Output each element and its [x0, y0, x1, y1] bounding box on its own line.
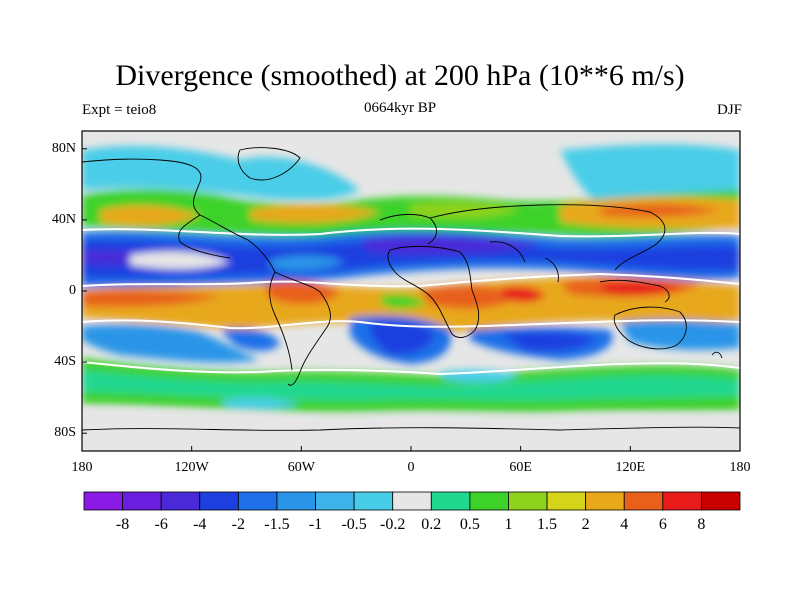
- lon-label: 180: [729, 460, 751, 475]
- colorbar-label: 0.2: [421, 516, 442, 533]
- colorbar-label: 0.5: [459, 516, 480, 533]
- colorbar-label: -8: [115, 516, 130, 533]
- lon-label: 0: [407, 460, 415, 475]
- colorbar-swatch: [508, 491, 548, 511]
- colorbar-swatch: [623, 491, 664, 511]
- colorbar-swatch: [83, 491, 123, 511]
- colorbar-swatch: [160, 491, 201, 511]
- colorbar-swatch: [315, 491, 355, 511]
- colorbar-swatch: [662, 491, 702, 511]
- colorbar-swatch: [276, 491, 316, 511]
- colorbar-swatch: [392, 491, 432, 511]
- coastlines: [82, 147, 740, 431]
- lat-label: 0: [69, 283, 76, 298]
- lon-label: 120W: [174, 460, 209, 475]
- period-label: 0664kyr BP: [363, 100, 437, 116]
- lon-label: 180: [71, 460, 93, 475]
- lat-label: 40N: [51, 211, 76, 227]
- lat-label: 80S: [54, 425, 76, 441]
- colorbar-label: -1.5: [264, 516, 290, 533]
- colorbar-label: -4: [193, 516, 207, 533]
- colorbar: [83, 491, 741, 511]
- colorbar-label: -2: [231, 516, 245, 533]
- lat-label: 40S: [54, 354, 76, 370]
- colorbar-label: 1.5: [537, 516, 558, 533]
- lon-label: 120E: [615, 460, 646, 475]
- colorbar-swatch: [701, 491, 741, 511]
- colorbar-swatch: [430, 491, 471, 511]
- divergence-field: [82, 131, 740, 451]
- colorbar-label: -0.2: [380, 516, 406, 533]
- lon-label: 60E: [509, 460, 532, 475]
- colorbar-label: -0.5: [341, 516, 367, 533]
- experiment-label: Expt = teio8: [82, 102, 157, 118]
- colorbar-swatch: [237, 491, 278, 511]
- colorbar-swatch: [546, 491, 587, 511]
- colorbar-swatch: [353, 491, 394, 511]
- colorbar-label: 8: [697, 516, 706, 533]
- colorbar-label: 4: [620, 516, 629, 533]
- colorbar-label: 6: [658, 516, 667, 533]
- lat-label: 80N: [51, 140, 76, 156]
- colorbar-swatch: [585, 491, 625, 511]
- lon-label: 60W: [287, 460, 315, 475]
- colorbar-swatch: [122, 491, 162, 511]
- colorbar-label: -6: [154, 516, 168, 533]
- colorbar-label: 2: [581, 516, 590, 533]
- colorbar-label: 1: [504, 516, 513, 533]
- colorbar-swatch: [199, 491, 239, 511]
- axis-ticks: [81, 148, 741, 451]
- colorbar-swatch: [469, 491, 509, 511]
- season-label: DJF: [716, 102, 742, 118]
- chart-title: Divergence (smoothed) at 200 hPa (10**6 …: [115, 59, 685, 92]
- colorbar-label: -1: [308, 516, 323, 533]
